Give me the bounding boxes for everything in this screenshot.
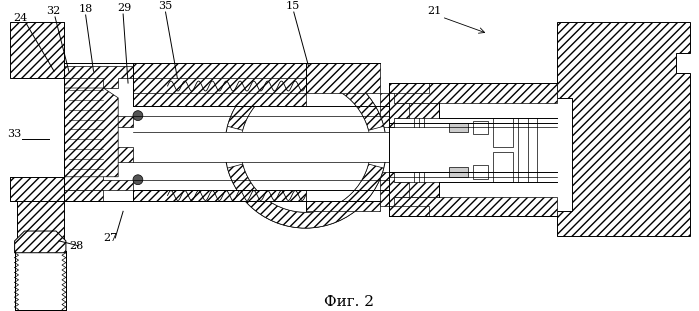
Polygon shape xyxy=(15,231,66,253)
Wedge shape xyxy=(227,164,384,228)
Bar xyxy=(449,123,468,132)
Text: 24: 24 xyxy=(13,13,28,23)
Text: 27: 27 xyxy=(103,233,117,243)
Polygon shape xyxy=(17,202,64,251)
Polygon shape xyxy=(64,88,118,177)
Polygon shape xyxy=(389,207,429,216)
Polygon shape xyxy=(380,172,409,207)
Polygon shape xyxy=(389,197,557,216)
Polygon shape xyxy=(389,83,429,93)
Polygon shape xyxy=(389,182,439,197)
Text: 15: 15 xyxy=(286,1,300,11)
Text: 18: 18 xyxy=(79,4,93,14)
Text: 35: 35 xyxy=(158,1,172,11)
Text: Фиг. 2: Фиг. 2 xyxy=(324,295,374,309)
Polygon shape xyxy=(64,63,380,106)
Circle shape xyxy=(240,82,370,212)
Polygon shape xyxy=(133,78,305,93)
Polygon shape xyxy=(64,190,103,202)
Polygon shape xyxy=(10,177,64,202)
Polygon shape xyxy=(10,22,64,202)
Polygon shape xyxy=(557,22,691,236)
Text: 28: 28 xyxy=(69,241,83,251)
Bar xyxy=(133,132,389,162)
Bar xyxy=(449,167,468,177)
Text: 33: 33 xyxy=(7,129,21,139)
Circle shape xyxy=(224,66,387,228)
Bar xyxy=(493,152,513,182)
Polygon shape xyxy=(64,66,133,190)
Text: 32: 32 xyxy=(46,6,60,16)
Polygon shape xyxy=(133,190,305,202)
Bar xyxy=(473,121,488,134)
Wedge shape xyxy=(227,66,384,130)
Polygon shape xyxy=(380,93,409,128)
Bar xyxy=(473,165,488,179)
Bar xyxy=(493,118,513,147)
Text: 29: 29 xyxy=(117,3,131,13)
Circle shape xyxy=(133,111,143,121)
Circle shape xyxy=(133,175,143,185)
Polygon shape xyxy=(389,83,557,103)
Polygon shape xyxy=(389,103,439,118)
Text: 21: 21 xyxy=(427,6,441,16)
Bar xyxy=(10,22,64,177)
Bar xyxy=(15,251,66,310)
Polygon shape xyxy=(64,190,380,211)
Polygon shape xyxy=(64,78,103,88)
Polygon shape xyxy=(10,22,64,78)
